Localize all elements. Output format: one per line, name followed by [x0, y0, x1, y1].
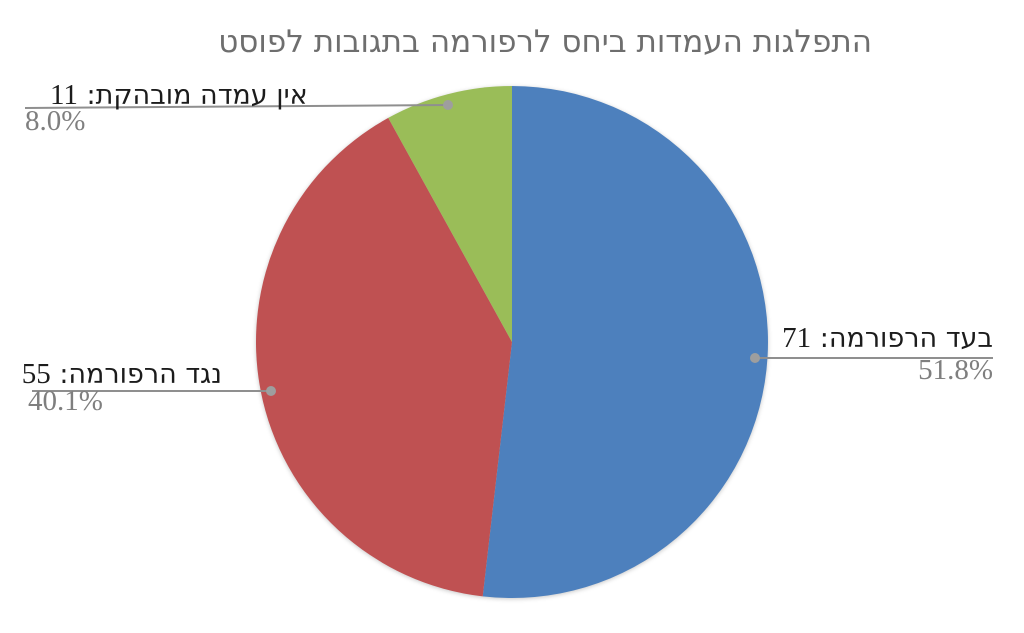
slice-value: 71	[782, 322, 812, 354]
callout-leaders	[24, 100, 993, 396]
callout-percent-against-reform: 40.1%	[28, 385, 103, 417]
chart-title: התפלגות העמדות ביחס לרפורמה בתגובות לפוס…	[218, 24, 872, 60]
label-separator: :	[77, 80, 96, 111]
leader-dot-no-clear-position	[443, 100, 453, 110]
slice-label: אין עמדה מובהקת	[95, 80, 308, 111]
label-separator: :	[50, 359, 69, 390]
leader-line-no-clear-position	[24, 104, 449, 109]
callout-label-no-clear-position: אין עמדה מובהקת: 11	[50, 81, 308, 110]
slice-value: 55	[21, 358, 51, 390]
callout-percent-no-clear-position: 8.0%	[25, 105, 86, 137]
callout-label-against-reform: נגד הרפורמה: 55	[22, 360, 222, 389]
pie-slice-0[interactable]	[482, 86, 768, 598]
slice-value: 11	[50, 79, 78, 111]
callout-percent-pro-reform: 51.8%	[918, 354, 993, 386]
pie-slice-2[interactable]	[388, 86, 512, 342]
label-separator: :	[811, 323, 829, 354]
leader-dot-against-reform	[266, 386, 276, 396]
slice-label: נגד הרפורמה	[68, 359, 222, 390]
slice-label: בעד הרפורמה	[828, 323, 993, 354]
callout-label-pro-reform: בעד הרפורמה: 71	[782, 324, 993, 353]
leader-dot-pro-reform	[750, 353, 760, 363]
pie-slice-1[interactable]	[255, 117, 512, 597]
